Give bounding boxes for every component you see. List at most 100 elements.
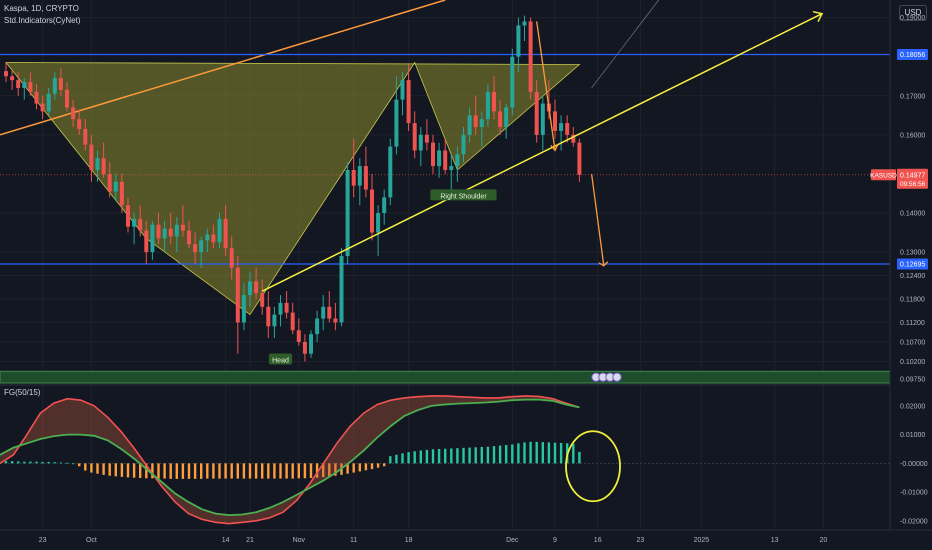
time-tick-label: 23 <box>637 537 645 544</box>
osc-histogram-bar <box>181 463 185 479</box>
osc-tick-label: -0.00000 <box>900 461 928 468</box>
price-tick-label: 0.17000 <box>900 93 925 100</box>
candle-body <box>449 166 454 171</box>
osc-histogram-bar <box>559 442 563 464</box>
osc-histogram-bar <box>242 463 246 479</box>
osc-histogram-bar <box>541 442 544 464</box>
ticker-badge: KASUSD <box>870 172 897 179</box>
osc-cloud <box>0 395 580 524</box>
ticker-badge-bg <box>871 169 896 181</box>
osc-histogram-bar <box>444 448 447 464</box>
candle-body <box>223 218 228 249</box>
support-zone <box>0 370 891 384</box>
candle-body <box>443 150 448 171</box>
candle-body <box>302 341 307 354</box>
price-tick-label: 0.10700 <box>900 339 925 346</box>
head-label: Head <box>272 358 289 365</box>
osc-histogram-bar <box>139 463 142 479</box>
candle-body <box>376 212 381 233</box>
osc-histogram-bar <box>78 463 81 467</box>
last-price-badge: 0.14977 <box>900 172 925 179</box>
osc-histogram-bar <box>352 463 355 473</box>
osc-histogram-bar <box>200 463 203 479</box>
candle-body <box>126 205 130 227</box>
candle-body <box>565 123 570 135</box>
candle-body <box>71 107 76 120</box>
candle-body <box>144 230 149 253</box>
osc-histogram-bar <box>114 463 117 477</box>
oscillator-label: FG(50/15) <box>4 388 41 397</box>
osc-histogram-bar <box>505 444 508 464</box>
osc-histogram-bar <box>401 453 404 464</box>
osc-histogram-bar <box>59 462 63 464</box>
yellow-trendline <box>261 13 823 292</box>
osc-histogram-bar <box>480 447 483 464</box>
osc-histogram-bar <box>267 463 270 479</box>
candle-body <box>388 146 393 198</box>
price-tick-label: 0.13000 <box>900 250 925 257</box>
candle-body <box>321 306 326 319</box>
candle-body <box>22 82 27 88</box>
candle-body <box>284 302 289 313</box>
candle-body <box>52 78 57 94</box>
time-tick-label: 13 <box>771 537 779 544</box>
osc-histogram-bar <box>96 463 99 474</box>
candle-body <box>309 334 313 354</box>
osc-histogram-bar <box>84 463 87 471</box>
candle-body <box>504 107 509 128</box>
osc-histogram-bar <box>462 447 465 464</box>
candle-body <box>266 306 271 327</box>
indicator-name: Std.Indicators(CyNet) <box>4 16 81 25</box>
event-badge-icon <box>612 372 622 382</box>
candle-body <box>296 330 301 342</box>
support-price-badge: 0.12695 <box>900 261 925 268</box>
osc-histogram-bar <box>248 463 252 479</box>
osc-histogram-bar <box>90 463 93 473</box>
osc-histogram-bar <box>285 463 288 479</box>
candle-body <box>193 244 198 253</box>
osc-histogram-bar <box>450 448 453 464</box>
osc-histogram-bar <box>230 463 233 479</box>
osc-histogram-bar <box>309 463 313 479</box>
osc-histogram-bar <box>419 450 422 464</box>
symbol-title: Kaspa, 1D, CRYPTO <box>4 4 79 13</box>
arrow-down-icon <box>598 261 609 267</box>
osc-histogram-bar <box>175 463 178 479</box>
osc-histogram-bar <box>169 463 172 479</box>
price-tick-label: 0.19000 <box>900 15 925 22</box>
candle-body <box>455 154 460 167</box>
candle-body <box>473 115 478 128</box>
candle-body <box>95 158 100 171</box>
osc-histogram-bar <box>291 463 294 479</box>
candle-body <box>132 218 137 227</box>
osc-histogram-bar <box>17 461 20 464</box>
candle-body <box>248 281 252 296</box>
drop-arrow-1 <box>536 21 556 151</box>
osc-histogram-bar <box>468 447 471 464</box>
candle-body <box>89 144 94 171</box>
osc-histogram-bar <box>456 448 459 464</box>
candle-body <box>400 80 405 100</box>
candle-body <box>412 123 417 151</box>
osc-histogram-bar <box>383 463 386 467</box>
candle-body <box>357 166 362 186</box>
time-tick-label: 11 <box>350 537 357 544</box>
osc-histogram-bar <box>120 463 124 477</box>
osc-histogram-bar <box>498 445 502 464</box>
candle-body <box>394 99 399 147</box>
time-tick-label: 9 <box>553 537 557 544</box>
candle-body <box>437 150 442 167</box>
time-tick-label: 18 <box>405 537 413 544</box>
time-tick-label: 20 <box>820 537 828 544</box>
candle-body <box>479 119 484 128</box>
osc-histogram-bar <box>132 463 136 478</box>
currency-button[interactable]: USD <box>899 5 927 21</box>
price-tick-label: 0.10200 <box>900 359 925 366</box>
candle-body <box>351 170 356 186</box>
osc-histogram-bar <box>364 463 368 471</box>
osc-histogram-bar <box>102 463 105 475</box>
price-axis <box>890 0 932 550</box>
osc-histogram-bar <box>71 463 75 465</box>
osc-histogram-bar <box>23 461 26 464</box>
